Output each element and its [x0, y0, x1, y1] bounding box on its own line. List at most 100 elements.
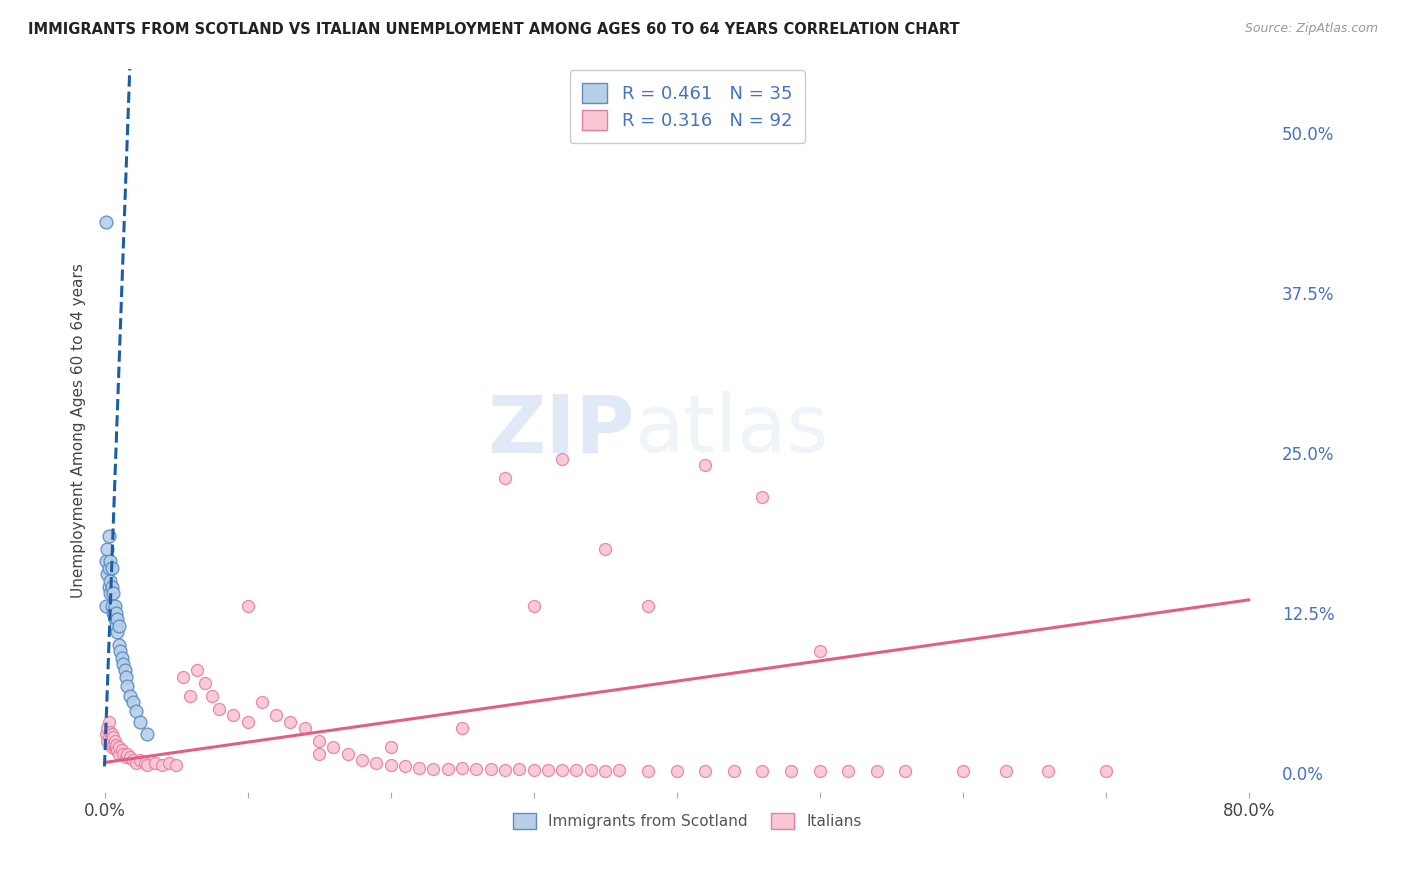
Point — [408, 761, 430, 775]
Point — [236, 599, 259, 614]
Point — [111, 650, 134, 665]
Point — [120, 750, 142, 764]
Point — [994, 764, 1017, 779]
Point — [394, 759, 416, 773]
Point — [98, 554, 121, 568]
Point — [194, 676, 217, 690]
Text: IMMIGRANTS FROM SCOTLAND VS ITALIAN UNEMPLOYMENT AMONG AGES 60 TO 64 YEARS CORRE: IMMIGRANTS FROM SCOTLAND VS ITALIAN UNEM… — [28, 22, 960, 37]
Point — [551, 763, 574, 777]
Point — [122, 753, 145, 767]
Point — [422, 762, 444, 776]
Point — [107, 747, 129, 761]
Point — [808, 764, 831, 779]
Point — [103, 740, 125, 755]
Point — [103, 612, 125, 626]
Point — [111, 742, 134, 756]
Point — [222, 708, 245, 723]
Point — [101, 606, 124, 620]
Point — [436, 762, 458, 776]
Point — [107, 638, 129, 652]
Point — [308, 733, 330, 747]
Point — [96, 567, 118, 582]
Point — [537, 763, 560, 777]
Point — [593, 764, 616, 779]
Point — [125, 704, 148, 718]
Point — [96, 733, 118, 747]
Y-axis label: Unemployment Among Ages 60 to 64 years: Unemployment Among Ages 60 to 64 years — [72, 263, 86, 598]
Point — [165, 758, 187, 772]
Point — [551, 452, 574, 467]
Point — [134, 756, 156, 770]
Point — [808, 644, 831, 658]
Point — [117, 747, 139, 761]
Point — [308, 747, 330, 761]
Point — [236, 714, 259, 729]
Point — [380, 758, 402, 772]
Point — [609, 763, 631, 777]
Point — [107, 740, 129, 755]
Point — [479, 762, 502, 776]
Point — [186, 663, 208, 677]
Point — [100, 561, 122, 575]
Point — [322, 740, 344, 755]
Point — [101, 738, 124, 752]
Point — [97, 730, 120, 744]
Point — [866, 764, 889, 779]
Point — [294, 721, 316, 735]
Point — [125, 756, 148, 770]
Point — [100, 740, 122, 755]
Point — [94, 215, 117, 229]
Point — [894, 764, 917, 779]
Text: ZIP: ZIP — [486, 392, 634, 469]
Point — [94, 727, 117, 741]
Point — [101, 586, 124, 600]
Point — [105, 624, 128, 639]
Point — [380, 740, 402, 755]
Point — [114, 663, 136, 677]
Point — [103, 733, 125, 747]
Point — [751, 764, 773, 779]
Point — [100, 727, 122, 741]
Point — [780, 764, 803, 779]
Point — [143, 756, 166, 770]
Point — [112, 657, 135, 671]
Point — [98, 733, 121, 747]
Point — [122, 695, 145, 709]
Point — [104, 618, 127, 632]
Point — [451, 761, 474, 775]
Point — [494, 471, 516, 485]
Point — [695, 764, 717, 779]
Point — [136, 727, 159, 741]
Point — [98, 574, 121, 588]
Point — [107, 618, 129, 632]
Text: Source: ZipAtlas.com: Source: ZipAtlas.com — [1244, 22, 1378, 36]
Point — [97, 561, 120, 575]
Point — [952, 764, 974, 779]
Point — [101, 730, 124, 744]
Point — [105, 742, 128, 756]
Point — [508, 762, 530, 776]
Point — [1094, 764, 1116, 779]
Point — [208, 702, 231, 716]
Point — [110, 644, 132, 658]
Point — [565, 763, 588, 777]
Point — [157, 756, 180, 770]
Point — [637, 599, 659, 614]
Point — [129, 753, 152, 767]
Point — [100, 580, 122, 594]
Point — [112, 747, 135, 761]
Point — [250, 695, 273, 709]
Point — [94, 554, 117, 568]
Point — [579, 763, 602, 777]
Point — [280, 714, 302, 729]
Point — [100, 599, 122, 614]
Point — [264, 708, 287, 723]
Point — [665, 764, 688, 779]
Point — [105, 612, 128, 626]
Point — [593, 541, 616, 556]
Point — [723, 764, 745, 779]
Point — [366, 756, 388, 770]
Point — [350, 753, 373, 767]
Point — [98, 586, 121, 600]
Point — [96, 541, 118, 556]
